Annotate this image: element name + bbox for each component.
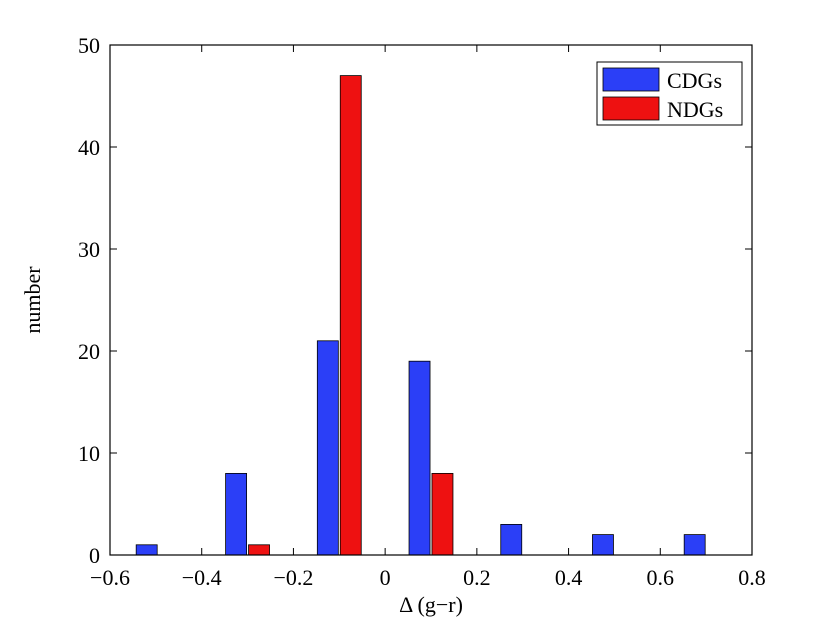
x-tick-label-7: 0.8: [738, 565, 766, 590]
y-tick-label-1: 10: [78, 441, 100, 466]
bars-group: [135, 75, 706, 556]
bar-ndgs-2: [431, 472, 454, 556]
bar-cdgs-5: [592, 534, 614, 556]
bar-ndgs-0: [248, 544, 270, 556]
x-axis-label: Δ (g−r): [399, 592, 463, 617]
x-tick-label-3: 0: [380, 565, 391, 590]
plot-frame: [109, 44, 753, 556]
x-tick-label-4: 0.2: [463, 565, 491, 590]
legend: CDGs NDGs: [596, 61, 743, 126]
y-tick-label-5: 50: [78, 33, 100, 58]
x-tick-label-5: 0.4: [555, 565, 583, 590]
y-tick-label-4: 40: [78, 135, 100, 160]
bar-cdgs-4: [500, 524, 523, 556]
y-axis-label: number: [20, 266, 45, 334]
bar-cdgs-2: [316, 340, 339, 556]
ticks-group: −0.6 −0.4 −0.2 0 0.2 0.4 0.6 0.8 0 10 20 30 40 50: [78, 33, 766, 590]
y-tick-label-2: 20: [78, 339, 100, 364]
legend-swatch-ndgs: [602, 96, 660, 121]
y-tick-label-3: 30: [78, 237, 100, 262]
x-tick-label-2: −0.2: [273, 565, 313, 590]
x-tick-label-1: −0.4: [182, 565, 222, 590]
x-tick-label-6: 0.6: [647, 565, 675, 590]
bar-cdgs-6: [683, 534, 706, 556]
legend-label-ndgs: NDGs: [667, 97, 723, 122]
x-tick-label-0: −0.6: [90, 565, 130, 590]
bar-ndgs-1: [339, 75, 362, 556]
bar-cdgs-0: [135, 544, 158, 556]
y-tick-label-0: 0: [89, 543, 100, 568]
legend-swatch-cdgs: [602, 67, 660, 92]
bar-cdgs-1: [225, 472, 248, 556]
legend-label-cdgs: CDGs: [667, 68, 722, 93]
bar-cdgs-3: [408, 360, 431, 556]
